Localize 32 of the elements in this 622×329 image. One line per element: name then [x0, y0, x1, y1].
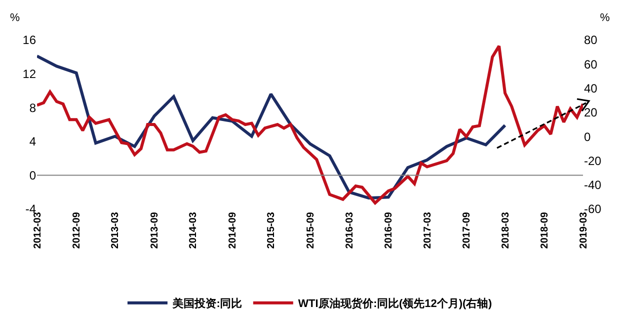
x-tick-label: 2013-09 [150, 212, 161, 249]
x-tick-label: 2014-03 [188, 212, 200, 249]
y2-axis-title: % [600, 12, 610, 24]
x-tick-label: 2016-09 [384, 212, 395, 249]
y-tick-label: 16 [22, 33, 36, 48]
y-tick-label: 8 [29, 100, 36, 115]
y2-tick-label: 0 [584, 130, 591, 144]
x-tick-label: 2015-03 [266, 212, 278, 249]
y-axis-title: % [10, 12, 20, 24]
legend-label: WTI原油现货价:同比(领先12个月)(右轴) [298, 297, 492, 310]
x-tick-label: 2017-09 [462, 212, 473, 249]
x-tick-label: 2013-03 [110, 212, 122, 249]
line-series [37, 54, 507, 200]
y-tick-label: 12 [22, 67, 36, 81]
y2-tick-label: -40 [584, 178, 602, 192]
y2-tick-label: 60 [584, 57, 598, 72]
legend-label: 美国投资:同比 [172, 297, 242, 310]
x-tick-label: 2012-09 [72, 212, 83, 249]
x-tick-label: 2019-03 [578, 212, 590, 249]
y-tick-label: 4 [29, 134, 36, 149]
x-tick-label: 2015-09 [305, 212, 316, 249]
y2-tick-label: 80 [584, 33, 598, 48]
x-tick-label: 2016-03 [344, 212, 356, 249]
y2-tick-label: 20 [584, 106, 598, 120]
x-tick-label: 2017-03 [422, 212, 434, 249]
x-tick-label: 2014-09 [227, 212, 238, 249]
y2-tick-label: 40 [584, 81, 598, 96]
x-tick-label: 2018-09 [540, 212, 551, 249]
y-tick-label: 0 [29, 168, 36, 182]
y2-tick-label: -20 [584, 154, 602, 168]
x-tick-label: 2012-03 [32, 212, 44, 249]
x-tick-label: 2018-03 [500, 212, 512, 249]
